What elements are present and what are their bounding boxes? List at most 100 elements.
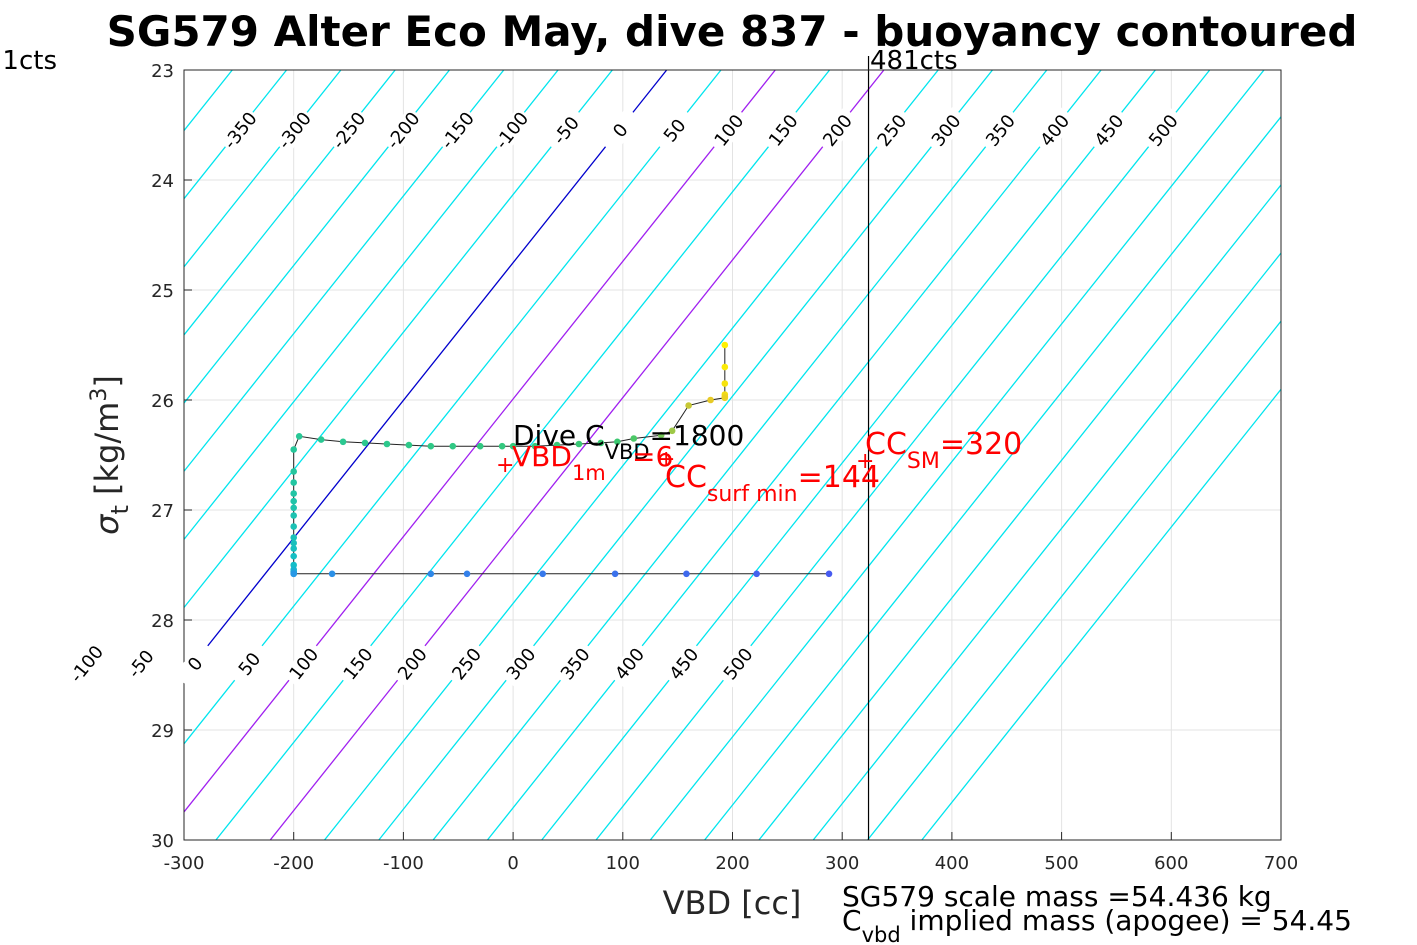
data-point — [657, 431, 665, 439]
scale-mass-note: SG579 scale mass =54.436 kg — [842, 880, 1272, 913]
data-point — [721, 380, 729, 387]
data-point — [825, 570, 833, 578]
data-point — [290, 479, 298, 486]
data-point — [339, 438, 347, 446]
x-tick-label: 200 — [715, 853, 749, 874]
data-point — [498, 442, 506, 450]
y-tick-label: 23 — [151, 61, 174, 82]
contour-label-bg — [1033, 107, 1077, 154]
x-tick-label: -300 — [164, 853, 205, 874]
contour-line-400 — [486, 70, 1102, 840]
contour-line-250 — [324, 70, 939, 840]
data-point — [317, 436, 325, 443]
data-point — [721, 363, 729, 371]
contour-label-bg — [327, 107, 371, 154]
contour-lines — [184, 70, 1281, 840]
y-tick-labels: 23 24 25 26 27 28 29 30 — [151, 61, 192, 852]
y-tick-label: 24 — [151, 171, 174, 192]
vbd-1m-annotation: VBD1m — [512, 440, 606, 485]
contour-line-200 — [269, 70, 885, 840]
contour-label-bg — [381, 107, 425, 154]
y-tick-label: 30 — [151, 831, 174, 852]
chart-title: SG579 Alter Eco May, dive 837 - buoyancy… — [107, 7, 1358, 56]
x-tick-label: 300 — [825, 853, 859, 874]
data-point — [383, 440, 391, 448]
cc-surf-min-annotation: CCsurf min=144 — [665, 460, 880, 507]
data-point — [290, 534, 298, 541]
x-tick-label: 400 — [935, 853, 969, 874]
data-point — [449, 442, 457, 450]
contour-label-bg — [1141, 107, 1186, 154]
contour-line-700 — [812, 252, 1281, 840]
data-point — [611, 570, 619, 578]
counts-left-label: 1cts — [2, 46, 57, 76]
data-point — [531, 442, 539, 450]
contour-line-150 — [215, 70, 831, 840]
data-point — [290, 446, 298, 453]
contour-label-bg — [490, 107, 534, 154]
dive-trace — [290, 341, 833, 578]
contour-line-750 — [867, 320, 1281, 840]
contour-label-bg — [282, 640, 326, 688]
y-tick-label: 26 — [151, 391, 174, 412]
data-point — [721, 394, 729, 402]
data-point — [721, 341, 729, 349]
data-point — [575, 440, 583, 448]
x-tick-label: 600 — [1154, 853, 1188, 874]
vbd-1m-marker: + — [496, 453, 514, 478]
cc-surf-min-marker: + — [657, 447, 675, 472]
contour-label-bg — [336, 640, 380, 688]
contour-label-bg — [662, 640, 706, 688]
contour-label-bg — [499, 640, 543, 688]
contour-label-bg — [924, 107, 968, 154]
contour-label-bg — [716, 640, 760, 688]
cc-sm-annotation: CCSM=320 — [865, 427, 1022, 474]
data-point — [509, 442, 517, 450]
contour-label-bg — [608, 640, 652, 688]
contour-label-bg — [390, 640, 435, 688]
contour-label-bg — [273, 107, 317, 154]
data-point — [463, 570, 471, 578]
y-tick-label: 25 — [151, 281, 174, 302]
y-tick-label: 29 — [151, 721, 174, 742]
data-point — [753, 570, 760, 578]
contour-line-300 — [378, 70, 993, 840]
contour-label-bg — [544, 107, 588, 154]
data-point — [597, 439, 605, 447]
data-point — [290, 512, 298, 519]
implied-mass-note: Cvbd implied mass (apogee) = 54.45 — [842, 904, 1352, 945]
data-point — [290, 545, 298, 552]
data-point — [290, 490, 298, 497]
y-axis-label: σt [kg/m3] — [87, 375, 134, 535]
x-tick-labels: -300 -200 -100 0 100 200 300 400 500 600 700 — [164, 832, 1298, 874]
contour-label-bg — [816, 107, 860, 154]
contour-line-550 — [649, 70, 1265, 840]
data-point — [290, 552, 298, 560]
contour-line-350 — [432, 70, 1048, 840]
data-point — [630, 435, 638, 442]
data-point — [476, 442, 484, 450]
contour-label-bg — [870, 107, 914, 154]
contour-label-bg — [173, 640, 217, 688]
contour-label-bg — [979, 107, 1023, 154]
x-tick-label: 100 — [606, 853, 640, 874]
contour-line-800 — [921, 388, 1281, 840]
data-point — [685, 402, 692, 409]
data-point — [707, 396, 714, 404]
data-point — [405, 441, 413, 449]
counts-right-label: 481cts — [870, 46, 958, 76]
x-tick-label: 500 — [1044, 853, 1078, 874]
vbd-1m-value: =6 — [632, 440, 673, 473]
contour-line-0 — [184, 70, 668, 677]
x-tick-label: 0 — [507, 853, 518, 874]
y-tick-label: 27 — [151, 501, 174, 522]
data-point — [539, 570, 547, 578]
contour-line--250 — [184, 70, 396, 337]
contour-line-500 — [595, 70, 1211, 840]
y-tick-label: 28 — [151, 611, 174, 632]
contour-label-bg — [707, 107, 751, 154]
contour-label-bg — [119, 640, 163, 688]
contour-line--50 — [184, 70, 613, 609]
data-point — [427, 570, 435, 578]
